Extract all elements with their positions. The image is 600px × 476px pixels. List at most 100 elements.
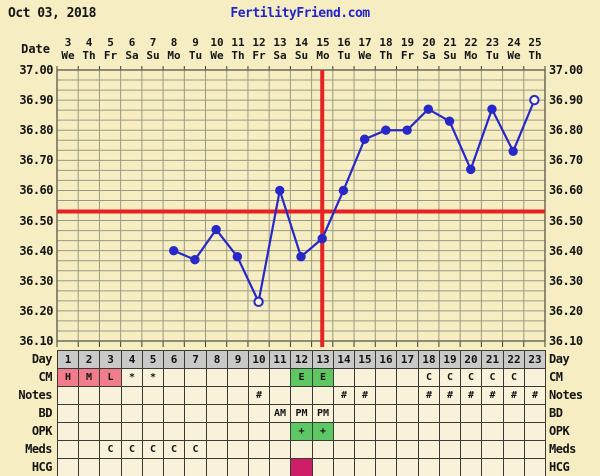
cell-meds-day22[interactable] [503, 440, 525, 459]
cell-opk-day21[interactable] [481, 422, 504, 441]
cell-bd-day8[interactable] [206, 404, 228, 423]
data-point-day-15[interactable] [359, 134, 370, 144]
data-point-day-19[interactable] [444, 116, 455, 126]
cell-hcg-day1[interactable] [57, 458, 79, 476]
cell-opk-day13[interactable]: + [312, 422, 334, 441]
cell-meds-day21[interactable] [481, 440, 504, 459]
cell-bd-day9[interactable] [227, 404, 249, 423]
cell-cm-day14[interactable] [333, 368, 355, 387]
cell-meds-day4[interactable]: C [121, 440, 143, 459]
cell-day-day8[interactable]: 8 [206, 350, 228, 369]
cell-meds-day10[interactable] [248, 440, 270, 459]
cell-opk-day12[interactable]: + [290, 422, 313, 441]
cell-meds-day20[interactable] [460, 440, 482, 459]
cell-opk-day3[interactable] [99, 422, 122, 441]
cell-opk-day2[interactable] [78, 422, 100, 441]
cell-bd-day15[interactable] [354, 404, 376, 423]
cell-hcg-day14[interactable] [333, 458, 355, 476]
cell-cm-day22[interactable]: C [503, 368, 525, 387]
cell-notes-day10[interactable]: # [248, 386, 270, 405]
cell-meds-day8[interactable] [206, 440, 228, 459]
cell-cm-day12[interactable]: E [290, 368, 313, 387]
cell-bd-day14[interactable] [333, 404, 355, 423]
cell-opk-day4[interactable] [121, 422, 143, 441]
data-point-day-8[interactable] [211, 224, 221, 235]
cell-notes-day11[interactable] [269, 386, 291, 405]
cell-cm-day5[interactable]: * [142, 368, 164, 387]
data-point-day-10[interactable] [253, 296, 264, 308]
cell-hcg-day23[interactable] [524, 458, 546, 476]
cell-day-day12[interactable]: 12 [290, 350, 313, 369]
data-point-day-22[interactable] [508, 146, 518, 157]
cell-cm-day16[interactable] [375, 368, 397, 387]
cell-day-day5[interactable]: 5 [142, 350, 164, 369]
cell-cm-day23[interactable] [524, 368, 546, 387]
cell-opk-day22[interactable] [503, 422, 525, 441]
cell-day-day7[interactable]: 7 [184, 350, 207, 369]
cell-bd-day5[interactable] [142, 404, 164, 423]
cell-meds-day12[interactable] [290, 440, 313, 459]
cell-notes-day23[interactable]: # [524, 386, 546, 405]
cell-cm-day8[interactable] [206, 368, 228, 387]
cell-opk-day23[interactable] [524, 422, 546, 441]
cell-day-day23[interactable]: 23 [524, 350, 546, 369]
cell-opk-day19[interactable] [439, 422, 461, 441]
cell-notes-day4[interactable] [121, 386, 143, 405]
cell-cm-day20[interactable]: C [460, 368, 482, 387]
cell-notes-day1[interactable] [57, 386, 79, 405]
cell-notes-day15[interactable]: # [354, 386, 376, 405]
cell-opk-day16[interactable] [375, 422, 397, 441]
cell-hcg-day13[interactable] [312, 458, 334, 476]
cell-hcg-day3[interactable] [99, 458, 122, 476]
cell-hcg-day16[interactable] [375, 458, 397, 476]
cell-cm-day2[interactable]: M [78, 368, 100, 387]
cell-bd-day2[interactable] [78, 404, 100, 423]
cell-cm-day17[interactable] [396, 368, 419, 387]
cell-opk-day20[interactable] [460, 422, 482, 441]
cell-day-day2[interactable]: 2 [78, 350, 100, 369]
cell-cm-day13[interactable]: E [312, 368, 334, 387]
cell-cm-day3[interactable]: L [99, 368, 122, 387]
cell-day-day22[interactable]: 22 [503, 350, 525, 369]
cell-opk-day1[interactable] [57, 422, 79, 441]
cell-notes-day19[interactable]: # [439, 386, 461, 405]
cell-meds-day5[interactable]: C [142, 440, 164, 459]
cell-meds-day19[interactable] [439, 440, 461, 459]
cell-day-day3[interactable]: 3 [99, 350, 122, 369]
cell-bd-day22[interactable] [503, 404, 525, 423]
cell-notes-day21[interactable]: # [481, 386, 504, 405]
cell-opk-day5[interactable] [142, 422, 164, 441]
cell-bd-day13[interactable]: PM [312, 404, 334, 423]
cell-opk-day10[interactable] [248, 422, 270, 441]
cell-meds-day16[interactable] [375, 440, 397, 459]
cell-notes-day13[interactable] [312, 386, 334, 405]
data-point-day-13[interactable] [317, 233, 327, 244]
data-point-day-12[interactable] [296, 251, 306, 262]
cell-meds-day13[interactable] [312, 440, 334, 459]
cell-cm-day21[interactable]: C [481, 368, 504, 387]
cell-notes-day16[interactable] [375, 386, 397, 405]
cell-hcg-day19[interactable] [439, 458, 461, 476]
cell-notes-day7[interactable] [184, 386, 207, 405]
cell-hcg-day18[interactable] [418, 458, 440, 476]
cell-meds-day7[interactable]: C [184, 440, 207, 459]
cell-meds-day1[interactable] [57, 440, 79, 459]
data-point-day-20[interactable] [466, 164, 476, 175]
cell-day-day11[interactable]: 11 [269, 350, 291, 369]
cell-cm-day1[interactable]: H [57, 368, 79, 387]
cell-meds-day23[interactable] [524, 440, 546, 459]
cell-hcg-day7[interactable] [184, 458, 207, 476]
cell-notes-day17[interactable] [396, 386, 419, 405]
cell-cm-day15[interactable] [354, 368, 376, 387]
cell-notes-day12[interactable] [290, 386, 313, 405]
cell-meds-day18[interactable] [418, 440, 440, 459]
cell-bd-day1[interactable] [57, 404, 79, 423]
cell-day-day6[interactable]: 6 [163, 350, 185, 369]
cell-opk-day17[interactable] [396, 422, 419, 441]
cell-opk-day11[interactable] [269, 422, 291, 441]
cell-notes-day9[interactable] [227, 386, 249, 405]
data-point-day-6[interactable] [168, 245, 179, 256]
data-point-day-7[interactable] [190, 255, 200, 265]
cell-bd-day6[interactable] [163, 404, 185, 423]
cell-bd-day16[interactable] [375, 404, 397, 423]
